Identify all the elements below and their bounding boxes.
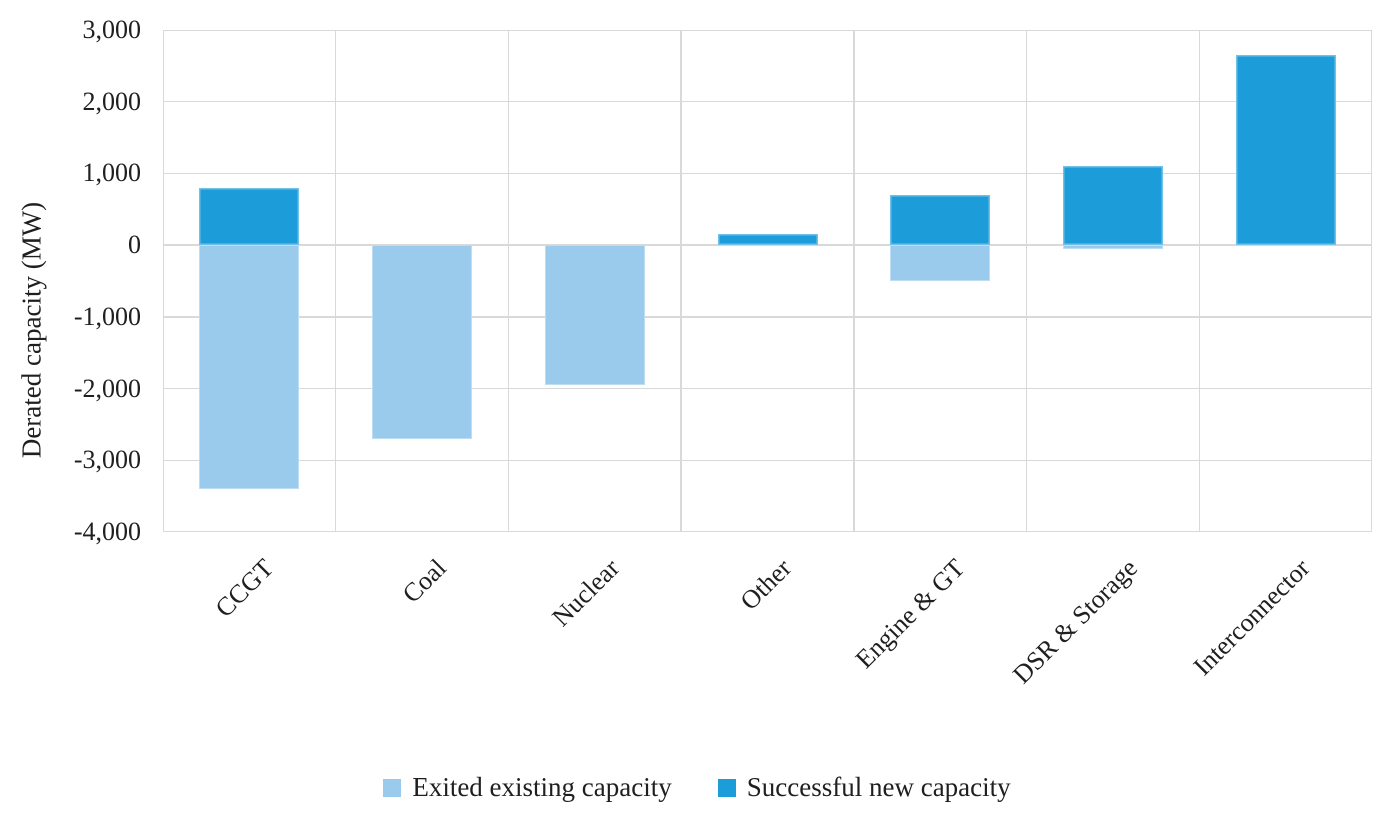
bar-coal-exited-existing	[372, 245, 473, 439]
legend-swatch-icon	[717, 778, 736, 797]
bar-dsr-storage-exited-existing	[1062, 245, 1163, 249]
gridline-horizontal	[163, 316, 1372, 318]
y-tick-label: 0	[128, 230, 141, 260]
gridline-vertical	[1198, 30, 1201, 532]
gridline-vertical	[853, 30, 855, 532]
y-tick-label: 2,000	[82, 86, 142, 116]
y-tick-label: -1,000	[73, 301, 141, 331]
bar-interconnector-successful-new	[1235, 55, 1336, 246]
x-tick-label-ccgt: CCGT	[209, 553, 280, 623]
x-tick-label-dsr-storage: DSR & Storage	[1006, 553, 1143, 690]
gridline-horizontal	[163, 100, 1372, 103]
x-tick-label-nuclear: Nuclear	[545, 553, 625, 632]
plot-area	[163, 30, 1372, 532]
bar-ccgt-exited-existing	[199, 245, 300, 489]
gridline-horizontal	[163, 387, 1372, 390]
gridline-horizontal	[163, 459, 1372, 462]
y-tick-label: -3,000	[73, 445, 141, 475]
x-tick-label-interconnector: Interconnector	[1187, 553, 1316, 681]
y-tick-label: 1,000	[82, 158, 142, 188]
x-tick-label-coal: Coal	[396, 553, 452, 609]
legend-label: Exited existing capacity	[412, 772, 672, 802]
gridline-vertical	[507, 30, 510, 532]
y-tick-label: -4,000	[73, 517, 141, 546]
y-tick-label: 3,000	[82, 15, 142, 44]
legend-item-successful-new-capacity: Successful new capacity	[717, 772, 1011, 803]
x-tick-label-other: Other	[734, 553, 798, 616]
chart-legend: Exited existing capacity Successful new c…	[0, 772, 1394, 803]
legend-swatch-icon	[383, 778, 402, 797]
gridline-vertical	[680, 30, 682, 532]
bar-engine-gt-exited-existing	[890, 245, 991, 281]
gridline-vertical	[1025, 30, 1028, 532]
bar-ccgt-successful-new	[199, 187, 300, 246]
bar-dsr-storage-successful-new	[1062, 166, 1163, 246]
x-tick-label-engine-gt: Engine & GT	[849, 553, 971, 674]
gridline-horizontal	[163, 172, 1372, 175]
bar-other-successful-new	[717, 234, 818, 246]
gridline-vertical	[334, 30, 337, 532]
legend-label: Successful new capacity	[746, 772, 1011, 802]
gridline-horizontal	[163, 244, 1372, 246]
legend-item-exited-existing-capacity: Exited existing capacity	[383, 772, 672, 803]
bar-engine-gt-successful-new	[890, 194, 991, 246]
bar-nuclear-exited-existing	[544, 245, 645, 385]
y-tick-label: -2,000	[73, 373, 141, 403]
